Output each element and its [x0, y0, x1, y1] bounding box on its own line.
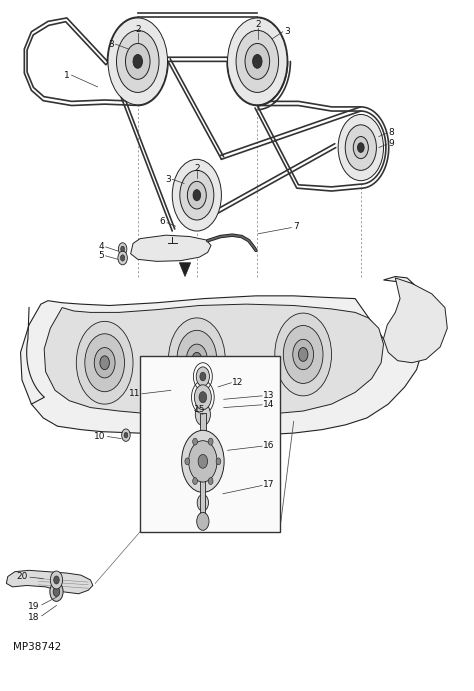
Circle shape	[186, 344, 207, 375]
Circle shape	[199, 392, 207, 403]
Circle shape	[200, 372, 206, 381]
Circle shape	[185, 458, 190, 465]
Circle shape	[253, 55, 262, 68]
Circle shape	[197, 495, 209, 511]
Circle shape	[353, 137, 368, 159]
Circle shape	[76, 321, 133, 404]
Text: 3: 3	[165, 175, 171, 184]
Text: 3: 3	[284, 26, 290, 35]
Circle shape	[100, 356, 109, 370]
Circle shape	[283, 325, 323, 384]
Polygon shape	[179, 263, 191, 276]
Circle shape	[189, 441, 217, 482]
Circle shape	[94, 348, 115, 378]
Circle shape	[121, 246, 125, 252]
Circle shape	[85, 334, 125, 392]
Circle shape	[177, 330, 217, 388]
Circle shape	[187, 181, 206, 209]
Circle shape	[338, 115, 383, 180]
Polygon shape	[383, 278, 447, 363]
Circle shape	[198, 455, 208, 468]
Bar	[201, 460, 205, 521]
Text: 15: 15	[193, 405, 205, 414]
Circle shape	[172, 160, 221, 231]
Circle shape	[236, 30, 279, 93]
Circle shape	[108, 18, 167, 105]
Circle shape	[216, 458, 221, 465]
Polygon shape	[20, 276, 426, 435]
Circle shape	[54, 576, 59, 584]
Text: 3: 3	[109, 39, 114, 48]
Circle shape	[193, 438, 197, 445]
Circle shape	[124, 433, 128, 438]
Text: 19: 19	[28, 602, 40, 611]
Text: 7: 7	[293, 223, 299, 231]
Circle shape	[357, 143, 364, 153]
Text: 2: 2	[135, 25, 141, 34]
Text: 14: 14	[263, 399, 274, 408]
Circle shape	[126, 44, 150, 79]
Text: 4: 4	[98, 243, 104, 252]
Circle shape	[133, 55, 143, 68]
Circle shape	[120, 255, 125, 261]
Text: 12: 12	[232, 377, 244, 386]
Polygon shape	[44, 304, 383, 416]
Text: 9: 9	[388, 139, 394, 148]
Circle shape	[182, 430, 224, 493]
Circle shape	[208, 438, 213, 445]
Circle shape	[193, 189, 201, 200]
Text: 20: 20	[17, 572, 28, 581]
Circle shape	[208, 477, 213, 484]
Circle shape	[50, 582, 63, 601]
Circle shape	[117, 30, 159, 93]
Text: 6: 6	[159, 217, 165, 226]
Text: 17: 17	[263, 480, 274, 489]
Circle shape	[275, 313, 331, 396]
Bar	[200, 413, 206, 442]
Text: 2: 2	[255, 19, 261, 28]
Circle shape	[194, 385, 211, 410]
Circle shape	[197, 513, 209, 530]
Text: 10: 10	[94, 432, 106, 441]
Circle shape	[299, 348, 308, 361]
Circle shape	[193, 477, 197, 484]
Text: 11: 11	[128, 389, 140, 398]
Circle shape	[53, 587, 60, 596]
Text: 5: 5	[98, 252, 104, 261]
Text: 18: 18	[28, 614, 40, 623]
Text: 1: 1	[64, 70, 69, 79]
Text: 8: 8	[388, 128, 394, 137]
Circle shape	[192, 352, 201, 366]
Circle shape	[195, 404, 210, 426]
Circle shape	[345, 125, 376, 171]
Polygon shape	[131, 235, 211, 261]
Bar	[140, 356, 280, 531]
Polygon shape	[6, 570, 93, 594]
Circle shape	[293, 339, 314, 370]
Circle shape	[122, 429, 130, 442]
Circle shape	[196, 367, 210, 386]
Circle shape	[180, 171, 214, 220]
Circle shape	[168, 318, 225, 401]
Text: 2: 2	[194, 164, 200, 173]
Circle shape	[118, 243, 127, 255]
Text: 16: 16	[263, 441, 274, 450]
Circle shape	[228, 18, 287, 105]
Circle shape	[50, 571, 63, 589]
Text: 13: 13	[263, 390, 274, 399]
Circle shape	[245, 44, 270, 79]
Text: MP38742: MP38742	[12, 643, 61, 652]
Circle shape	[118, 251, 128, 265]
